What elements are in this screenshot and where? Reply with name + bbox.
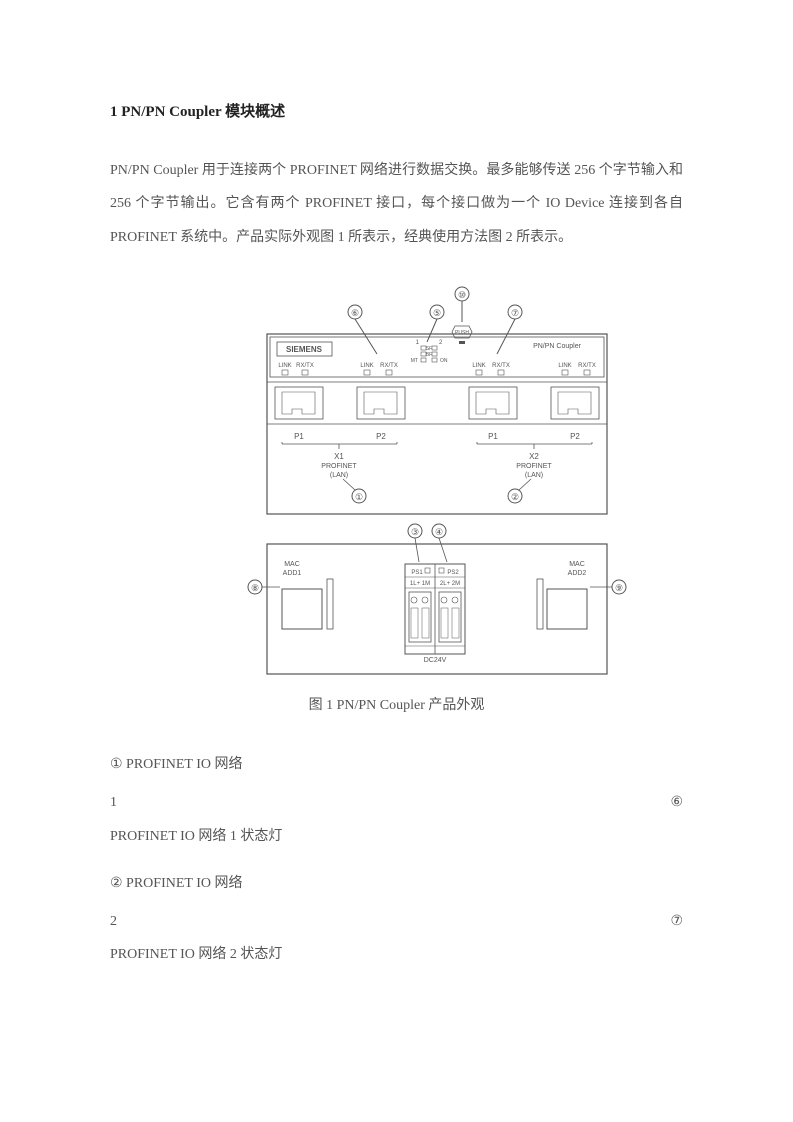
link-1: LINK [278, 363, 291, 369]
legend-1-line3: PROFINET IO 网络 1 状态灯 [110, 820, 683, 854]
port-p2-x1 [357, 387, 405, 419]
p1-label-left: P1 [294, 432, 304, 441]
legend-2-line3: PROFINET IO 网络 2 状态灯 [110, 938, 683, 972]
rxtx-3: RX/TX [492, 363, 510, 369]
rxtx-2: RX/TX [380, 363, 398, 369]
callout-6: ⑥ [350, 308, 358, 318]
figure-container: ⑩ ⑥ ⑤ ⑦ SIEMENS PN/PN Coupler 1 2 SF BF [110, 284, 683, 748]
ps1-label: PS1 [411, 570, 423, 576]
l2-label: 2L+ 2M [439, 581, 459, 587]
x1-lan: (LAN) [329, 472, 347, 479]
p1-label-right: P1 [488, 432, 498, 441]
port-p1-x2 [469, 387, 517, 419]
legend-1-right: ⑥ [670, 786, 683, 820]
legend-1-line1: ① PROFINET IO 网络 [110, 748, 683, 782]
on-label: ON [440, 358, 448, 364]
col-1: 1 [415, 340, 419, 346]
x2-profinet: PROFINET [516, 463, 552, 470]
rxtx-4: RX/TX [578, 363, 596, 369]
callout-4: ④ [434, 527, 442, 537]
dc-label: DC24V [423, 657, 446, 664]
mac2-label: MAC [569, 561, 585, 568]
brand-label: SIEMENS [285, 345, 322, 354]
callout-2: ② [510, 492, 518, 502]
callout-8: ⑧ [250, 583, 258, 593]
rxtx-1: RX/TX [296, 363, 314, 369]
add1-label: ADD1 [282, 570, 301, 577]
push-label: PUSH [455, 330, 469, 336]
x2-lan: (LAN) [524, 472, 542, 479]
x1-label: X1 [334, 452, 344, 461]
legend-2-left: 2 [110, 905, 117, 939]
callout-7: ⑦ [510, 308, 518, 318]
x1-profinet: PROFINET [321, 463, 357, 470]
product-diagram: ⑩ ⑥ ⑤ ⑦ SIEMENS PN/PN Coupler 1 2 SF BF [247, 284, 627, 684]
callout-1: ① [354, 492, 362, 502]
link-4: LINK [558, 363, 571, 369]
col-2: 2 [439, 340, 443, 346]
legend-2-line1: ② PROFINET IO 网络 [110, 867, 683, 901]
callout-5: ⑤ [432, 308, 440, 318]
callout-9: ⑨ [614, 583, 622, 593]
link-2: LINK [360, 363, 373, 369]
ps2-label: PS2 [447, 570, 459, 576]
section-heading: 1 PN/PN Coupler 模块概述 [110, 95, 683, 130]
link-3: LINK [472, 363, 485, 369]
callout-3: ③ [410, 527, 418, 537]
add2-label: ADD2 [567, 570, 586, 577]
body-paragraph: PN/PN Coupler 用于连接两个 PROFINET 网络进行数据交换。最… [110, 154, 683, 255]
port-p1-x1 [275, 387, 323, 419]
legend-2-right: ⑦ [670, 905, 683, 939]
mac1-label: MAC [284, 561, 300, 568]
product-label: PN/PN Coupler [533, 343, 582, 350]
legend-block: ① PROFINET IO 网络 1 ⑥ PROFINET IO 网络 1 状态… [110, 748, 683, 972]
figure-caption: 图 1 PN/PN Coupler 产品外观 [309, 690, 485, 722]
p2-label-right: P2 [570, 432, 580, 441]
mt-label: MT [410, 358, 417, 364]
bf-label: BF [425, 352, 431, 358]
p2-label-left: P2 [376, 432, 386, 441]
legend-1-left: 1 [110, 786, 117, 820]
port-p2-x2 [551, 387, 599, 419]
callout-10: ⑩ [457, 290, 465, 300]
l1-label: 1L+ 1M [409, 581, 429, 587]
x2-label: X2 [529, 452, 539, 461]
